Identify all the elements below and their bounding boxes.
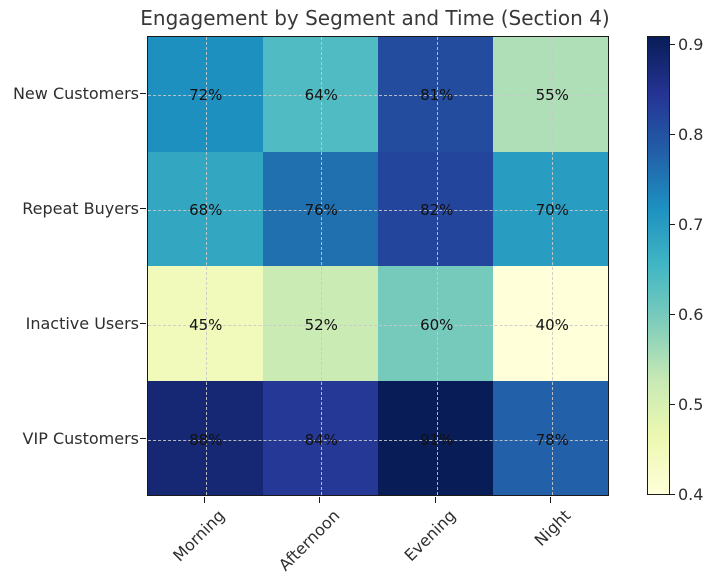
y-tick-label: Repeat Buyers (22, 198, 139, 218)
x-tick-label: Night (530, 506, 575, 550)
colorbar (647, 36, 670, 495)
heatmap-cell (263, 151, 378, 266)
x-tick-mark (319, 497, 321, 503)
x-tick-label: Evening (400, 506, 460, 565)
x-tick-mark (550, 497, 552, 503)
heatmap-plot: 72% 64% 81% 55% 68% 76% 82% 70% 45% 52% 60% 40% 88% 8… (147, 36, 609, 496)
x-tick-label: Afternoon (275, 506, 344, 575)
heatmap-cell (263, 37, 378, 152)
heatmap-cell (148, 151, 263, 266)
colorbar-tick-label: 0.7 (678, 215, 704, 234)
heatmap-cell (493, 266, 608, 381)
colorbar-tick-label: 0.5 (678, 395, 704, 414)
y-tick-mark (140, 92, 146, 94)
colorbar-tick-label: 0.8 (678, 125, 704, 144)
heatmap-cell (493, 151, 608, 266)
heatmap-cell (148, 266, 263, 381)
x-tick-mark (434, 497, 436, 503)
colorbar-tick-label: 0.9 (678, 35, 704, 54)
heatmap-cell (493, 380, 608, 495)
heatmap-cell (263, 380, 378, 495)
colorbar-tick-mark (670, 314, 675, 316)
y-tick-mark (140, 207, 146, 209)
y-tick-label: Inactive Users (25, 313, 139, 333)
colorbar-tick-label: 0.4 (678, 485, 704, 504)
colorbar-tick-mark (670, 224, 675, 226)
heatmap-cell (378, 37, 493, 152)
y-tick-mark (140, 437, 146, 439)
x-tick-label: Morning (168, 506, 229, 566)
y-tick-label: New Customers (12, 83, 139, 103)
x-tick-mark (203, 497, 205, 503)
colorbar-tick-mark (670, 494, 675, 496)
heatmap-cell (148, 37, 263, 152)
heatmap-cell (378, 151, 493, 266)
heatmap-cell (378, 266, 493, 381)
y-tick-label: VIP Customers (22, 428, 139, 448)
heatmap-cell (148, 380, 263, 495)
heatmap-cell (378, 380, 493, 495)
y-tick-mark (140, 322, 146, 324)
chart-title: Engagement by Segment and Time (Section … (140, 6, 610, 30)
colorbar-tick-mark (670, 134, 675, 136)
heatmap-cell (493, 37, 608, 152)
heatmap-cell (263, 266, 378, 381)
colorbar-tick-mark (670, 404, 675, 406)
colorbar-tick-mark (670, 44, 675, 46)
heatmap-cells (148, 37, 608, 495)
colorbar-tick-label: 0.6 (678, 305, 704, 324)
